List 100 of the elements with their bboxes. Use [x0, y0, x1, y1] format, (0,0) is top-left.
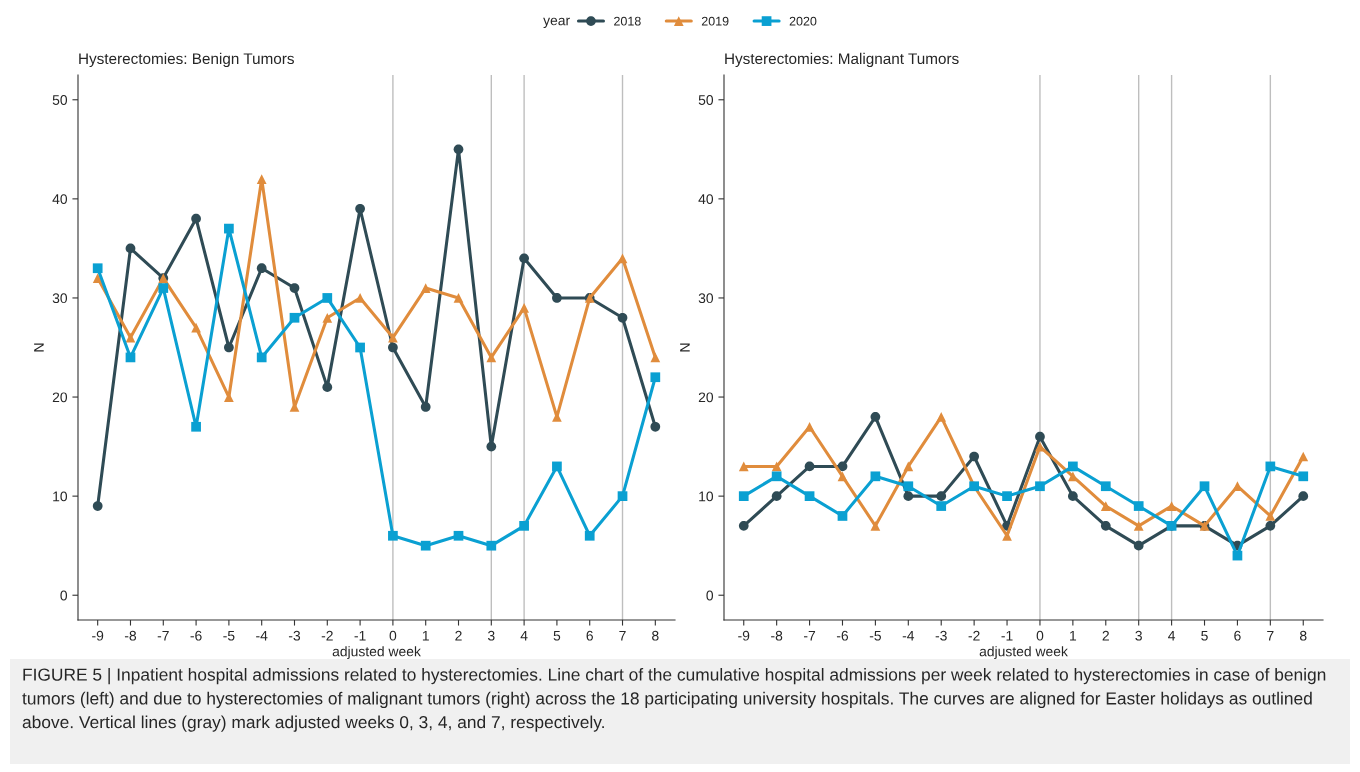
x-tick-label: -6: [836, 630, 849, 641]
point: [355, 293, 365, 303]
point: [289, 312, 300, 323]
point: [224, 223, 234, 234]
point: [584, 530, 595, 541]
chart-title: Hysterectomies: Malignant Tumors: [725, 52, 959, 68]
point: [453, 144, 464, 155]
x-tick-label: 3: [487, 630, 495, 641]
point: [125, 243, 136, 254]
y-tick-label: 30: [52, 293, 68, 304]
point: [1100, 501, 1111, 511]
point: [837, 461, 848, 472]
point: [771, 471, 782, 482]
point: [453, 293, 464, 303]
point: [1002, 491, 1012, 501]
x-tick-label: -8: [771, 630, 783, 641]
point: [388, 342, 398, 353]
y-axis-title: N: [680, 343, 690, 352]
x-tick-label: -1: [1001, 630, 1013, 641]
x-tick-label: -7: [157, 630, 169, 641]
y-tick-label: 30: [698, 293, 714, 304]
x-tick-label: -3: [935, 630, 947, 641]
point: [1100, 481, 1111, 492]
x-tick-label: -2: [968, 630, 980, 641]
x-tick-label: 4: [1168, 630, 1176, 641]
x-tick-label: 8: [1299, 630, 1307, 641]
point: [552, 293, 562, 303]
x-tick-label: -5: [869, 630, 881, 641]
point: [617, 312, 628, 323]
point: [420, 283, 431, 293]
x-tick-label: 1: [422, 630, 429, 641]
point: [1068, 491, 1078, 501]
point: [738, 461, 749, 472]
x-tick-label: -9: [92, 630, 104, 641]
point: [1298, 451, 1309, 462]
point: [1265, 461, 1276, 472]
point: [617, 253, 628, 264]
point: [903, 461, 914, 472]
point: [1265, 521, 1276, 531]
x-tick-label: -5: [223, 630, 235, 641]
point: [804, 461, 815, 472]
point: [870, 412, 881, 422]
point: [486, 352, 497, 363]
point: [1166, 501, 1177, 511]
y-tick-label: 20: [52, 392, 68, 403]
x-tick-label: 2: [1102, 630, 1109, 641]
point: [191, 421, 201, 432]
x-tick-label: 3: [1135, 630, 1142, 641]
point: [837, 471, 848, 482]
point: [388, 530, 398, 541]
legend-label: 2018: [614, 16, 641, 26]
point: [969, 451, 979, 462]
point: [1035, 481, 1045, 492]
point: [1265, 511, 1276, 521]
y-tick-label: 10: [699, 491, 714, 502]
point: [870, 521, 881, 531]
point: [158, 283, 169, 293]
point: [519, 521, 529, 531]
x-tick-label: -4: [902, 630, 915, 641]
point: [903, 491, 914, 501]
point: [771, 491, 782, 501]
point: [837, 511, 848, 521]
point: [519, 303, 529, 313]
point: [1002, 530, 1012, 541]
x-tick-label: 5: [1201, 630, 1208, 641]
point: [738, 491, 749, 501]
y-tick-label: 10: [53, 491, 68, 502]
point: [256, 174, 267, 184]
point: [804, 491, 815, 501]
x-tick-label: 6: [586, 630, 593, 641]
point: [650, 352, 661, 363]
point: [1133, 540, 1144, 551]
y-tick-label: 20: [698, 392, 714, 403]
point: [1133, 501, 1144, 511]
x-tick-label: -4: [256, 630, 268, 641]
point: [936, 501, 947, 511]
point: [224, 342, 234, 353]
legend-label: 2019: [701, 16, 729, 26]
point: [256, 263, 267, 274]
y-tick-label: 50: [698, 95, 714, 105]
point: [191, 322, 201, 333]
point: [1035, 431, 1045, 442]
point: [322, 293, 333, 303]
point: [322, 382, 333, 392]
point: [1133, 521, 1144, 531]
x-tick-label: -7: [804, 630, 816, 641]
point: [650, 421, 661, 432]
point: [289, 283, 300, 293]
x-tick-label: -9: [738, 630, 750, 641]
point: [486, 441, 497, 452]
x-tick-label: -1: [354, 630, 366, 641]
point: [1068, 471, 1078, 482]
point: [552, 461, 562, 472]
y-tick-label: 0: [706, 590, 714, 601]
point: [1298, 471, 1309, 482]
point: [936, 491, 947, 501]
legend-title: year: [543, 17, 570, 29]
x-tick-label: 7: [619, 630, 626, 641]
point: [1199, 481, 1210, 492]
point: [92, 263, 103, 274]
